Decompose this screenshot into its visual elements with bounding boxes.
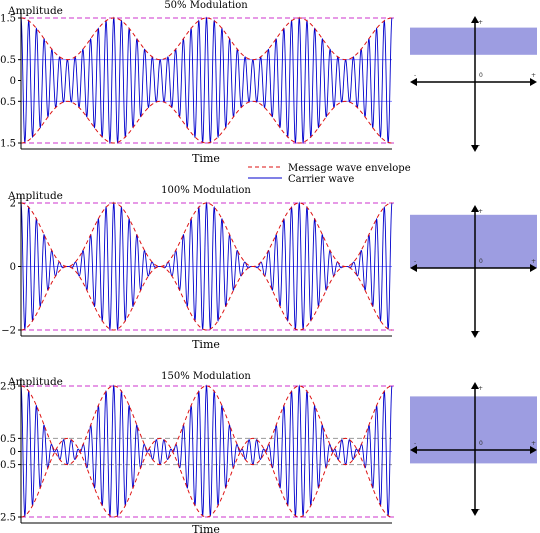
y-tick-label: 0 (10, 262, 16, 273)
phasor-right-arrow (530, 264, 537, 272)
y-tick-label: 1.5 (0, 14, 16, 25)
phasor-top-label: + (478, 385, 483, 392)
y-tick-label: 0.5 (0, 55, 16, 66)
y-tick-label: −2.5 (0, 513, 16, 524)
phasor-right-label: + (531, 72, 536, 79)
phasor-bottom-arrow (471, 509, 479, 516)
phasor-top-arrow (471, 382, 479, 389)
y-tick-label: −0.5 (0, 460, 16, 471)
y-tick-label: 0 (10, 447, 16, 458)
x-axis-label: Time (192, 338, 220, 351)
legend-carrier-label: Carrier wave (288, 174, 354, 185)
envelope-upper-series (21, 17, 392, 61)
phasor-fill-region (410, 214, 537, 268)
phasor-left-label: - (414, 72, 416, 79)
envelope-lower-series (21, 437, 392, 518)
phasor-fill-region (410, 27, 537, 55)
legend-envelope-label: Message wave envelope (288, 163, 411, 174)
phasor-left-arrow (410, 264, 417, 272)
phasor-right-arrow (530, 446, 537, 454)
chart-title: 150% Modulation (161, 371, 251, 382)
chart-title: 50% Modulation (164, 0, 248, 11)
y-tick-label: −1.5 (0, 139, 16, 150)
phasor-fill-region (410, 396, 537, 464)
carrier-wave-series (20, 16, 393, 144)
y-tick-label: −0.5 (0, 97, 16, 108)
phasor-bottom-label: - (478, 142, 480, 149)
phasor-bottom-arrow (471, 331, 479, 338)
phasor-bottom-arrow (471, 145, 479, 152)
y-tick-label: 0 (10, 76, 16, 87)
phasor-left-arrow (410, 78, 417, 86)
y-tick-label: 2.5 (0, 382, 16, 393)
y-tick-label: −2 (1, 326, 16, 337)
phasor-top-arrow (471, 205, 479, 212)
carrier-wave-series (20, 201, 393, 331)
phasor-top-label: + (478, 208, 483, 215)
phasor-diagram-2: - 0 + + - (410, 205, 537, 338)
x-axis-label: Time (192, 152, 220, 165)
phasor-center-label: 0 (479, 72, 483, 79)
carrier-wave-series (20, 384, 393, 518)
phasor-left-label: - (414, 258, 416, 265)
envelope-lower-series (21, 100, 392, 144)
phasor-left-label: - (414, 440, 416, 447)
phasor-right-arrow (530, 78, 537, 86)
chart-title: 100% Modulation (161, 185, 251, 196)
phasor-bottom-label: - (478, 328, 480, 335)
phasor-center-label: 0 (479, 258, 483, 265)
phasor-center-label: 0 (479, 440, 483, 447)
envelope-upper-series (21, 385, 392, 466)
phasor-right-label: + (531, 440, 536, 447)
envelope-upper-series (21, 202, 392, 267)
y-tick-label: 2 (10, 199, 16, 210)
envelope-lower-series (21, 266, 392, 331)
phasor-diagram-1: - 0 + + - (410, 16, 537, 152)
phasor-bottom-label: - (478, 506, 480, 513)
y-tick-label: 0.5 (0, 434, 16, 445)
phasor-top-label: + (478, 19, 483, 26)
chart-panel-1: 50% ModulationAmplitudeTime−1.5−0.500.51… (0, 0, 394, 165)
phasor-right-label: + (531, 258, 536, 265)
phasor-diagram-3: - 0 + + - (410, 382, 537, 516)
chart-panel-3: 150% ModulationAmplitudeTime−2.5−0.500.5… (0, 371, 394, 533)
x-axis-label: Time (192, 523, 220, 533)
phasor-left-arrow (410, 446, 417, 454)
phasor-top-arrow (471, 16, 479, 23)
